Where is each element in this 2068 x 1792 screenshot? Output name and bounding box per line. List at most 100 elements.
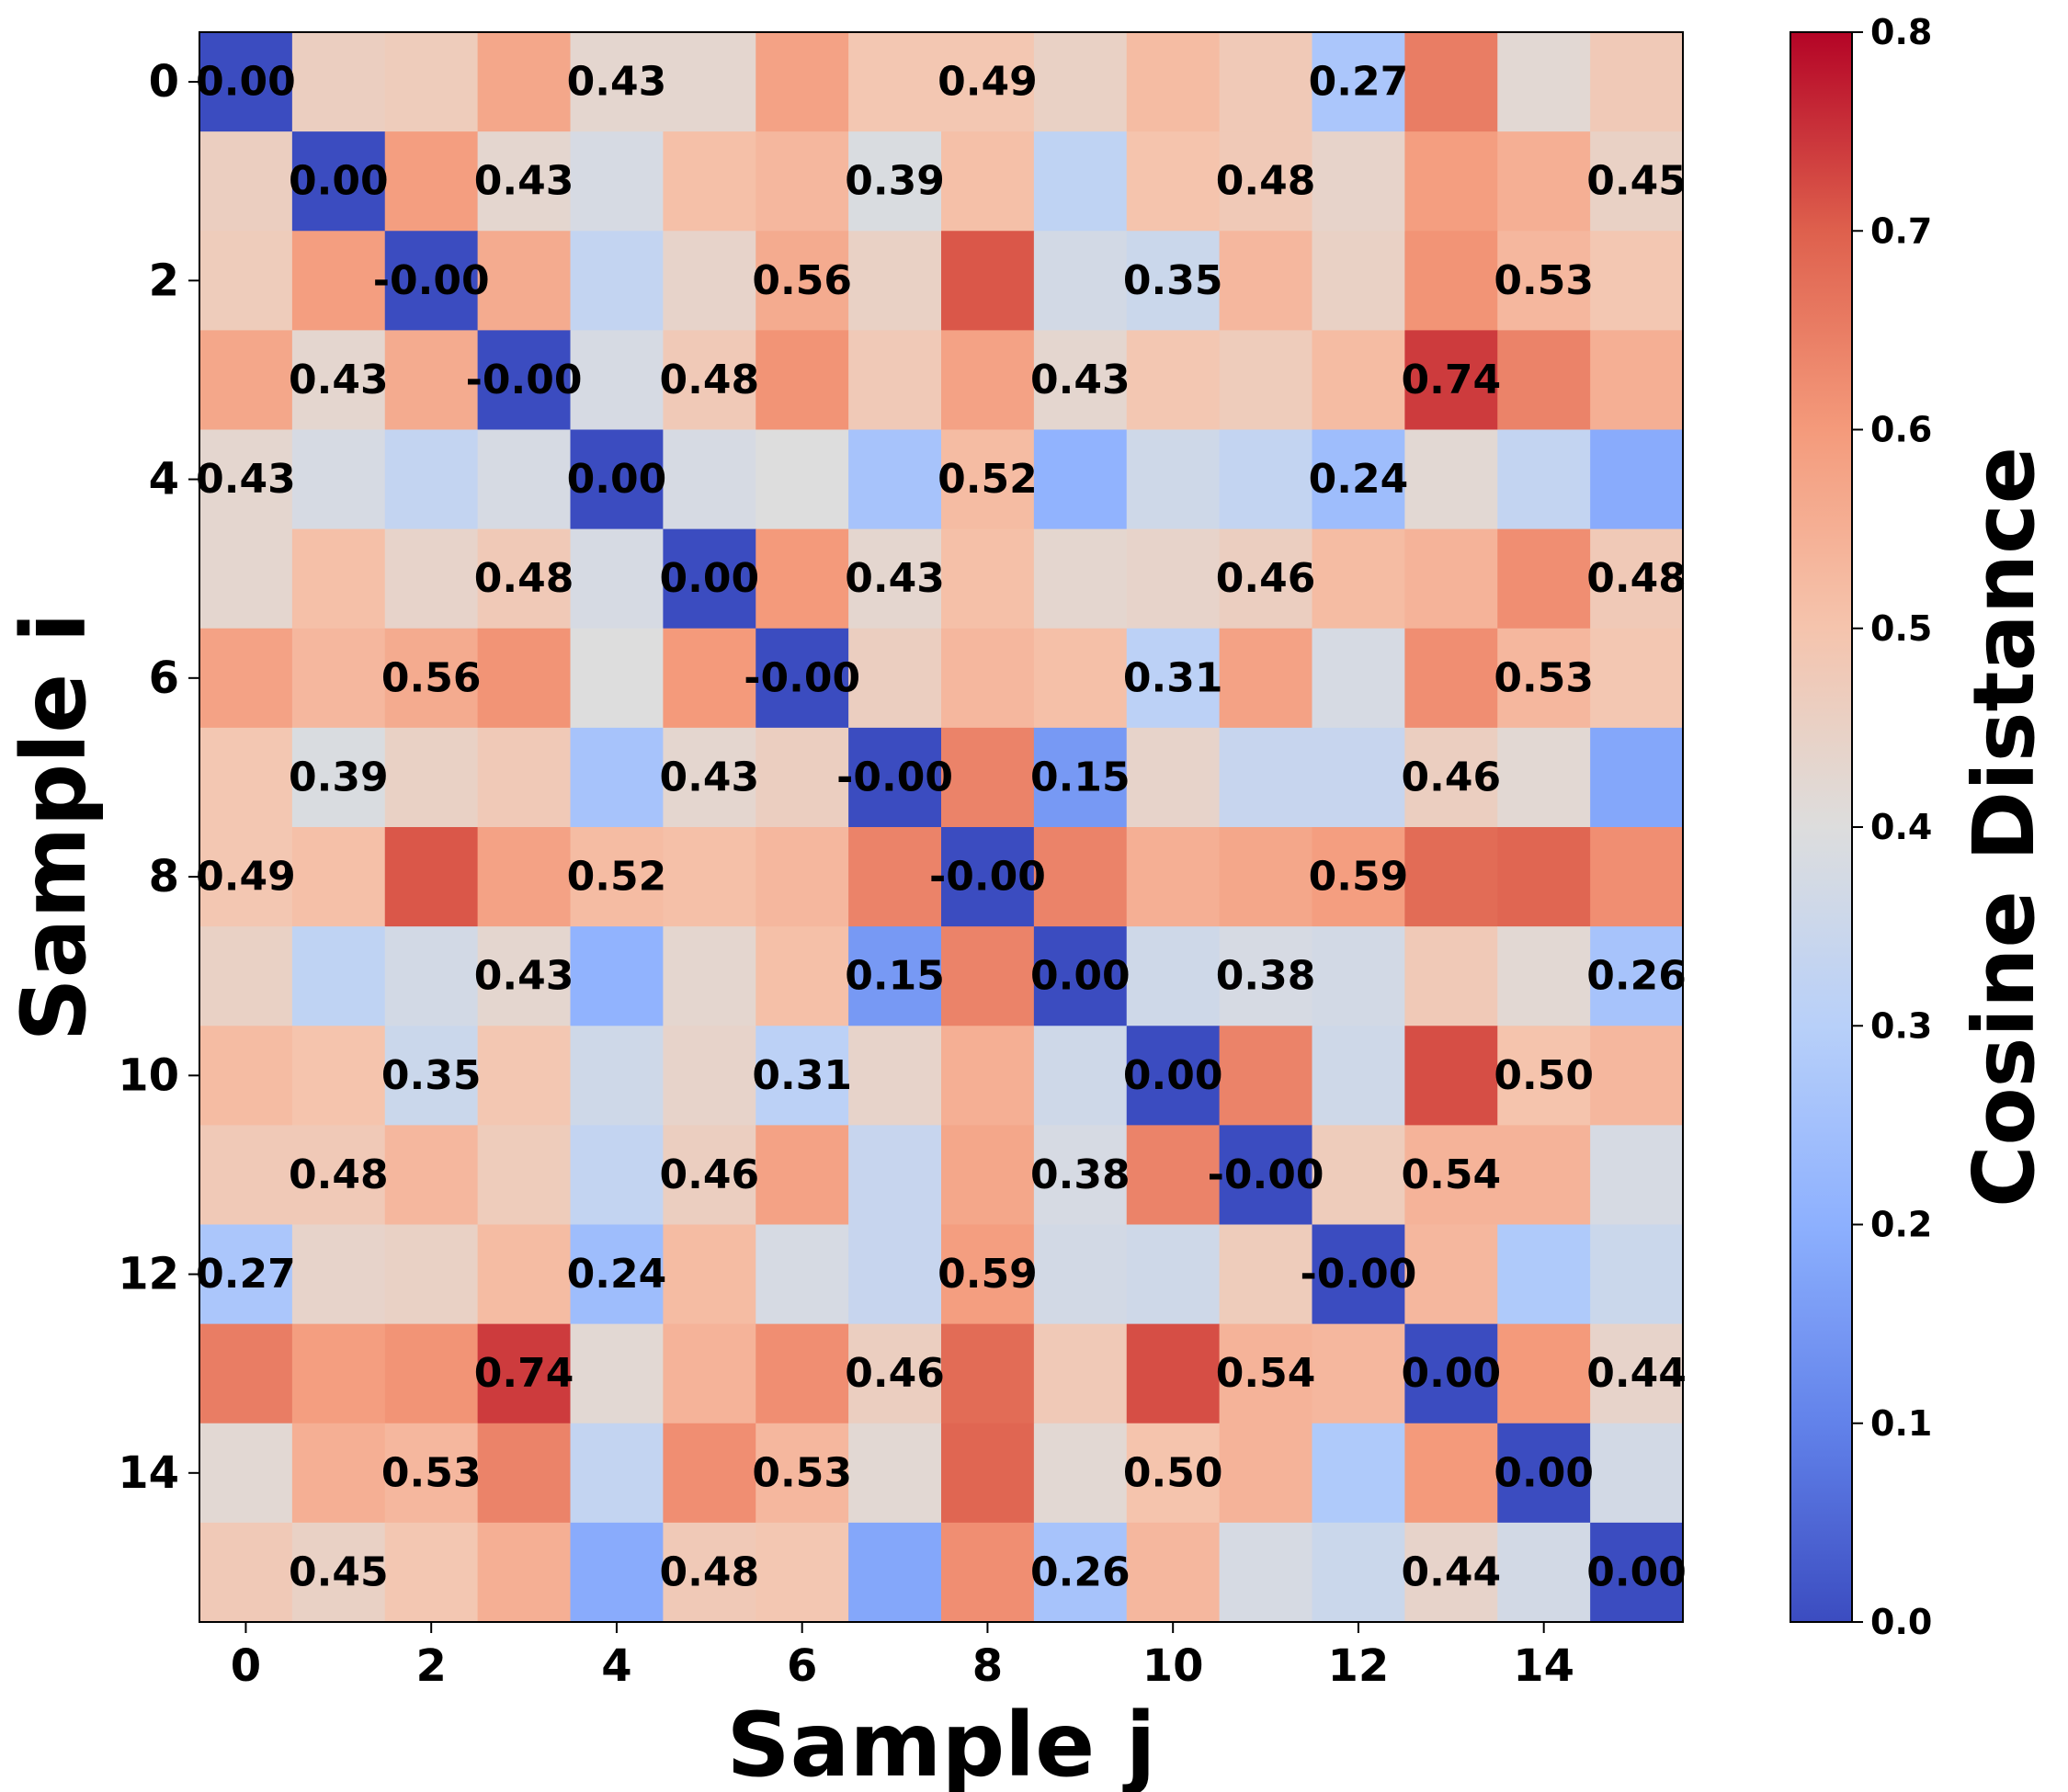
heatmap-cell-6-0 bbox=[199, 628, 293, 729]
heatmap-cell-10-5 bbox=[663, 1026, 756, 1126]
heatmap-cell-3-0 bbox=[199, 330, 293, 431]
heatmap-cell-12-12 bbox=[1312, 1224, 1405, 1325]
heatmap-cell-5-12 bbox=[1312, 528, 1405, 629]
heatmap-cell-2-10 bbox=[1126, 231, 1221, 331]
heatmap-cell-3-13 bbox=[1404, 330, 1498, 431]
cell-value-label: 0.15 bbox=[1030, 754, 1131, 800]
heatmap-cell-10-13 bbox=[1404, 1026, 1498, 1126]
heatmap-cell-3-8 bbox=[941, 330, 1035, 431]
heatmap-cell-15-7 bbox=[848, 1522, 942, 1623]
heatmap-cell-4-4 bbox=[570, 429, 664, 530]
y-tick-label: 14 bbox=[118, 1447, 179, 1499]
cell-value-label: 0.56 bbox=[752, 257, 852, 304]
heatmap-cell-11-11 bbox=[1219, 1125, 1313, 1226]
heatmap-cell-6-10 bbox=[1126, 628, 1221, 729]
heatmap-cell-2-15 bbox=[1590, 231, 1684, 331]
heatmap-cell-9-10 bbox=[1126, 926, 1221, 1026]
cell-value-label: 0.27 bbox=[1309, 59, 1409, 106]
colorbar-tick-label: 0.3 bbox=[1870, 1005, 1932, 1046]
cell-value-label: -0.00 bbox=[1208, 1151, 1324, 1198]
cell-value-label: 0.24 bbox=[1309, 456, 1409, 503]
heatmap-cell-15-5 bbox=[663, 1522, 756, 1623]
colorbar-tick-label: 0.1 bbox=[1870, 1403, 1932, 1444]
cell-value-label: 0.46 bbox=[845, 1350, 945, 1397]
x-tick-label: 14 bbox=[1513, 1640, 1574, 1692]
x-axis-ticks: 0 2 4 6 8 10 12 14 bbox=[231, 1622, 1574, 1692]
heatmap-cell-13-8 bbox=[941, 1323, 1035, 1424]
cell-value-label: 0.48 bbox=[660, 357, 760, 403]
y-tick-label: 2 bbox=[149, 255, 179, 306]
cell-value-label: 0.48 bbox=[660, 1548, 760, 1595]
cell-value-label: 0.49 bbox=[196, 854, 296, 901]
y-axis-ticks: 0 2 4 6 8 10 12 14 bbox=[118, 56, 199, 1499]
heatmap-cell-6-13 bbox=[1404, 628, 1498, 729]
y-tick-label: 4 bbox=[149, 454, 179, 505]
heatmap-cell-3-12 bbox=[1312, 330, 1405, 431]
x-tick-label: 8 bbox=[972, 1640, 1003, 1692]
cell-value-label: -0.00 bbox=[466, 357, 583, 403]
heatmap-cell-14-3 bbox=[477, 1423, 572, 1524]
heatmap-cell-14-2 bbox=[384, 1423, 479, 1524]
cell-value-label: 0.26 bbox=[1586, 953, 1687, 1000]
cell-value-label: 0.15 bbox=[845, 953, 945, 1000]
heatmap-cell-3-7 bbox=[848, 330, 942, 431]
heatmap-cell-2-6 bbox=[756, 231, 849, 331]
heatmap-cell-1-3 bbox=[477, 131, 572, 232]
cell-value-label: 0.00 bbox=[1123, 1052, 1223, 1099]
colorbar-label: Cosine Distance bbox=[1955, 447, 2053, 1208]
heatmap-cell-6-3 bbox=[477, 628, 572, 729]
heatmap-cell-3-2 bbox=[384, 330, 479, 431]
heatmap-cell-9-0 bbox=[199, 926, 293, 1026]
heatmap-cell-12-11 bbox=[1219, 1224, 1313, 1325]
cell-value-label: 0.56 bbox=[381, 654, 482, 701]
heatmap-cell-10-9 bbox=[1033, 1026, 1128, 1126]
heatmap-cell-8-10 bbox=[1126, 827, 1221, 927]
heatmap-cell-1-0 bbox=[199, 131, 293, 232]
heatmap-cell-0-0 bbox=[199, 32, 293, 132]
x-axis-label: Sample j bbox=[726, 1694, 1155, 1792]
heatmap-cell-7-2 bbox=[384, 727, 479, 828]
x-tick-label: 12 bbox=[1328, 1640, 1390, 1692]
heatmap-cell-1-14 bbox=[1497, 131, 1591, 232]
cell-value-label: 0.49 bbox=[937, 59, 1038, 106]
cell-value-label: 0.38 bbox=[1030, 1151, 1131, 1198]
cell-value-label: 0.43 bbox=[845, 555, 945, 602]
heatmap-cell-5-14 bbox=[1497, 528, 1591, 629]
heatmap-cell-5-0 bbox=[199, 528, 293, 629]
heatmap-cell-15-2 bbox=[384, 1522, 479, 1623]
cell-value-label: 0.50 bbox=[1123, 1449, 1223, 1496]
heatmap-cell-1-12 bbox=[1312, 131, 1405, 232]
heatmap-cell-10-3 bbox=[477, 1026, 572, 1126]
heatmap-cell-0-1 bbox=[291, 32, 386, 132]
heatmap-cell-8-8 bbox=[941, 827, 1035, 927]
colorbar-tick-label: 0.7 bbox=[1870, 210, 1932, 251]
cell-value-label: 0.31 bbox=[1123, 654, 1223, 701]
cell-value-label: 0.52 bbox=[567, 854, 667, 901]
heatmap-cell-5-3 bbox=[477, 528, 572, 629]
cell-value-label: 0.74 bbox=[1402, 357, 1502, 403]
heatmap-cell-6-2 bbox=[384, 628, 479, 729]
heatmap-cell-5-2 bbox=[384, 528, 479, 629]
heatmap-cell-9-8 bbox=[941, 926, 1035, 1026]
heatmap-cell-9-13 bbox=[1404, 926, 1498, 1026]
heatmap-cell-11-3 bbox=[477, 1125, 572, 1226]
cell-value-label: 0.24 bbox=[567, 1251, 667, 1298]
colorbar-tick-label: 0.5 bbox=[1870, 608, 1932, 649]
cell-value-label: 0.44 bbox=[1586, 1350, 1687, 1397]
heatmap-cell-15-6 bbox=[756, 1522, 849, 1623]
heatmap-cell-13-13 bbox=[1404, 1323, 1498, 1424]
heatmap-cell-15-15 bbox=[1590, 1522, 1684, 1623]
heatmap-cell-8-11 bbox=[1219, 827, 1313, 927]
heatmap-cell-12-14 bbox=[1497, 1224, 1591, 1325]
cell-value-label: 0.00 bbox=[1494, 1449, 1594, 1496]
x-tick-label: 4 bbox=[601, 1640, 631, 1692]
cell-value-label: 0.52 bbox=[937, 456, 1038, 503]
heatmap-cell-6-7 bbox=[848, 628, 942, 729]
heatmap-cell-8-6 bbox=[756, 827, 849, 927]
heatmap-cell-13-11 bbox=[1219, 1323, 1313, 1424]
heatmap-cell-6-1 bbox=[291, 628, 386, 729]
heatmap-cell-7-9 bbox=[1033, 727, 1128, 828]
heatmap-cell-5-8 bbox=[941, 528, 1035, 629]
y-tick-label: 12 bbox=[118, 1249, 179, 1300]
heatmap-cell-12-3 bbox=[477, 1224, 572, 1325]
